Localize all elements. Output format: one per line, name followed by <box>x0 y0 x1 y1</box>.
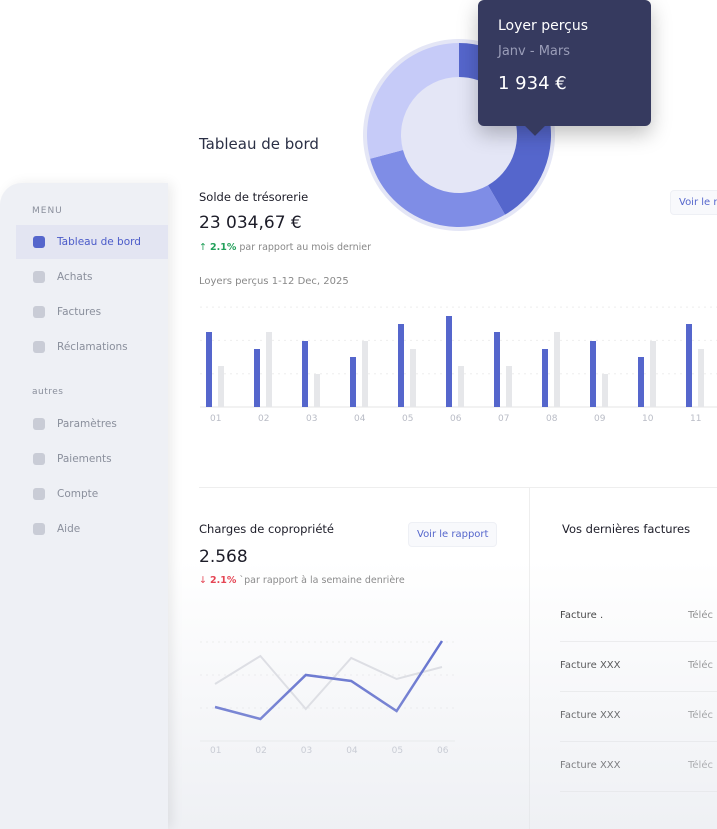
treasury-change: ↑ 2.1% par rapport au mois dernier <box>199 242 371 253</box>
sidebar-item-paiements[interactable]: Paiements <box>16 442 168 476</box>
bar-chart-title: Loyers perçus 1-12 Dec, 2025 <box>199 276 349 287</box>
bar-series-2 <box>698 349 704 407</box>
sidebar-item-label: Factures <box>57 306 102 318</box>
gear-icon <box>33 418 45 430</box>
x-tick-label: 04 <box>346 746 358 756</box>
treasury-change-text: par rapport au mois dernier <box>239 242 371 253</box>
x-tick-label: 03 <box>306 414 318 424</box>
menu-section-label: MENU <box>32 206 63 216</box>
cart-icon <box>33 271 45 283</box>
bar-series-2 <box>266 332 272 407</box>
bar-series-1 <box>206 332 212 407</box>
x-tick-label: 02 <box>255 746 267 756</box>
chat-icon <box>33 341 45 353</box>
bar-series-1 <box>302 341 308 407</box>
treasury-report-button[interactable]: Voir le rapport <box>670 190 717 215</box>
sidebar: MENU Tableau de bord Achats Factures Réclam… <box>0 183 168 829</box>
bar-series-1 <box>590 341 596 407</box>
tooltip: Loyer perçus Janv - Mars 1 934 € <box>478 0 651 136</box>
charges-report-button[interactable]: Voir le rapport <box>408 522 498 547</box>
sidebar-item-label: Réclamations <box>57 341 128 353</box>
bar-series-1 <box>494 332 500 407</box>
x-tick-label: 05 <box>391 746 404 756</box>
sidebar-item-param-tres[interactable]: Paramètres <box>16 407 168 441</box>
x-tick-label: 04 <box>354 414 366 424</box>
bar-series-2 <box>602 374 608 407</box>
donut-slice <box>367 43 459 159</box>
x-tick-label: 11 <box>690 414 702 424</box>
divider <box>199 487 717 488</box>
sidebar-item-label: Aide <box>57 523 81 535</box>
arrow-up-icon: ↑ <box>199 242 207 253</box>
bar-series-2 <box>506 366 512 407</box>
tooltip-title: Loyer perçus <box>498 18 589 34</box>
page-title: Tableau de bord <box>199 135 319 153</box>
sidebar-item-label: Tableau de bord <box>57 236 141 248</box>
bar-series-1 <box>638 357 644 407</box>
sidebar-item-tableau-de-bord[interactable]: Tableau de bord <box>16 225 168 259</box>
bar-chart-icon <box>33 236 45 248</box>
bar-series-2 <box>554 332 560 407</box>
bar-series-2 <box>650 341 656 407</box>
document-icon <box>33 306 45 318</box>
tooltip-period: Janv - Mars <box>498 44 570 59</box>
x-tick-label: 06 <box>450 414 462 424</box>
line-series-1 <box>214 640 444 721</box>
bar-series-1 <box>686 324 692 407</box>
x-tick-label: 05 <box>402 414 414 424</box>
sidebar-item-achats[interactable]: Achats <box>16 260 168 294</box>
treasury-title: Solde de trésorerie <box>199 190 309 204</box>
bar-series-1 <box>446 316 452 407</box>
bar-series-1 <box>350 357 356 407</box>
sidebar-item-label: Paiements <box>57 453 112 465</box>
other-section-label: autres <box>32 387 64 397</box>
invoices-title: Vos dernières factures <box>562 522 691 536</box>
sidebar-item-label: Compte <box>57 488 99 500</box>
sidebar-item-aide[interactable]: Aide <box>16 512 168 546</box>
bar-series-1 <box>254 349 260 407</box>
x-tick-label: 08 <box>546 414 558 424</box>
bar-series-1 <box>398 324 404 407</box>
help-icon <box>33 523 45 535</box>
user-icon <box>33 488 45 500</box>
x-tick-label: 07 <box>498 414 510 424</box>
x-tick-label: 10 <box>642 414 654 424</box>
bar-series-2 <box>314 374 320 407</box>
x-tick-label: 01 <box>210 746 222 756</box>
bar-series-2 <box>362 341 368 407</box>
sidebar-item-factures[interactable]: Factures <box>16 295 168 329</box>
x-tick-label: 09 <box>594 414 606 424</box>
bar-series-2 <box>458 366 464 407</box>
bar-series-1 <box>542 349 548 407</box>
sidebar-item-label: Paramètres <box>57 418 117 430</box>
x-tick-label: 06 <box>437 746 449 756</box>
charges-title: Charges de copropriété <box>199 522 334 536</box>
bar-series-2 <box>218 366 224 407</box>
x-tick-label: 02 <box>258 414 270 424</box>
treasury-change-value: 2.1% <box>210 242 237 253</box>
line-series-2 <box>214 654 443 711</box>
bar-series-2 <box>410 349 416 407</box>
treasury-value: 23 034,67 € <box>199 213 302 233</box>
tooltip-value: 1 934 € <box>498 73 567 94</box>
x-tick-label: 01 <box>210 414 222 424</box>
x-tick-label: 03 <box>300 746 313 756</box>
sidebar-item-label: Achats <box>57 271 93 283</box>
donut-slice <box>370 150 505 227</box>
sidebar-item-compte[interactable]: Compte <box>16 477 168 511</box>
sidebar-item-r-clamations[interactable]: Réclamations <box>16 330 168 364</box>
wallet-icon <box>33 453 45 465</box>
